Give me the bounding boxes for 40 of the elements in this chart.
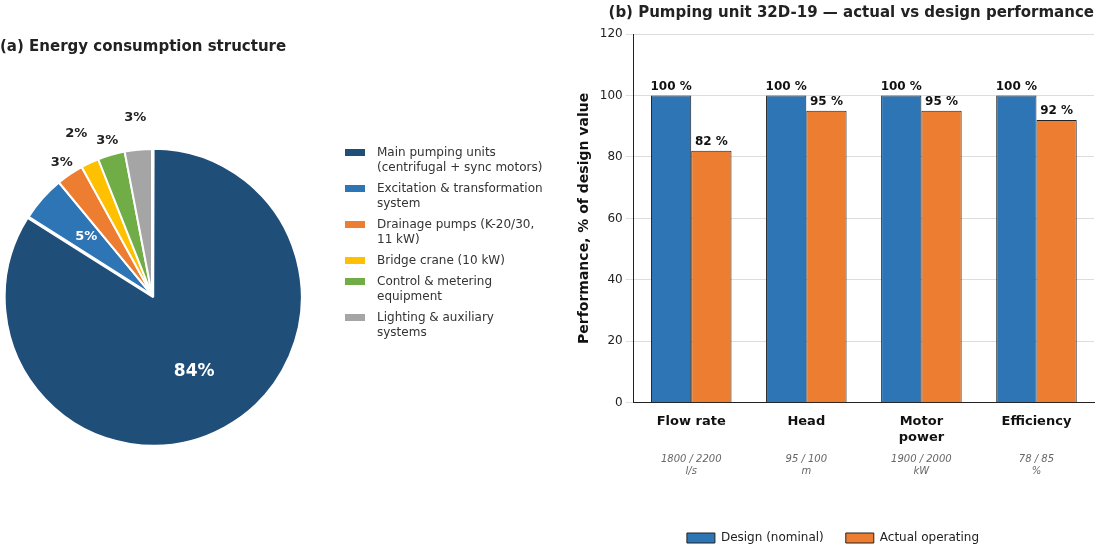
legend-label: Lighting & auxiliary systems: [377, 310, 495, 340]
chart-title: (a) Energy consumption structure: [0, 36, 287, 55]
data-label: 100 %: [650, 78, 692, 93]
text: 78 / 85 %: [1018, 453, 1055, 477]
legend-label: Excitation & transformation system: [377, 181, 544, 211]
data-label: 3%: [124, 109, 147, 125]
legend-label: Control & metering equipment: [377, 274, 493, 304]
y-tick-label: 60: [607, 210, 623, 225]
data-label: 82 %: [694, 133, 728, 148]
data-label: 84%: [173, 360, 215, 381]
text: 1800 / 2200 l/s: [660, 453, 722, 477]
y-axis-title: Performance, % of design value: [575, 92, 592, 344]
data-label: 92 %: [1040, 103, 1074, 118]
data-label: 100 %: [995, 78, 1037, 93]
data-label: 2%: [65, 125, 88, 141]
legend-label: Main pumping units (centrifugal + sync motors): [377, 145, 544, 175]
legend-label: Bridge crane (10 kW): [377, 253, 505, 268]
legend-label: Design (nominal): [720, 530, 824, 545]
data-label: 5%: [75, 228, 98, 244]
x-tick-label: Efficiency: [1001, 412, 1072, 428]
x-tick-label: Motor power: [898, 412, 945, 444]
y-tick-label: 100: [599, 87, 623, 102]
data-label: 3%: [96, 132, 119, 148]
x-tick-label: Head: [787, 412, 826, 428]
data-label: 95 %: [925, 93, 958, 108]
chart-title: (b) Pumping unit 32D-19 — actual vs design performance: [608, 2, 1094, 21]
y-tick-label: 20: [607, 333, 623, 348]
y-tick-label: 80: [607, 149, 623, 164]
y-tick-label: 40: [607, 271, 623, 286]
data-label: 100 %: [880, 78, 922, 93]
text: 1900 / 2000 kW: [891, 453, 952, 477]
data-label: 100 %: [765, 78, 807, 93]
legend-label: Actual operating: [879, 530, 980, 545]
y-tick-label: 0: [615, 394, 623, 409]
y-tick-label: 120: [599, 26, 623, 41]
data-label: 3%: [50, 153, 73, 169]
data-label: 95 %: [810, 93, 843, 108]
x-tick-label: Flow rate: [656, 412, 726, 428]
legend-label: Drainage pumps (K-20/30, 11 kW): [377, 217, 536, 247]
text: 95 / 100 m: [785, 453, 828, 477]
